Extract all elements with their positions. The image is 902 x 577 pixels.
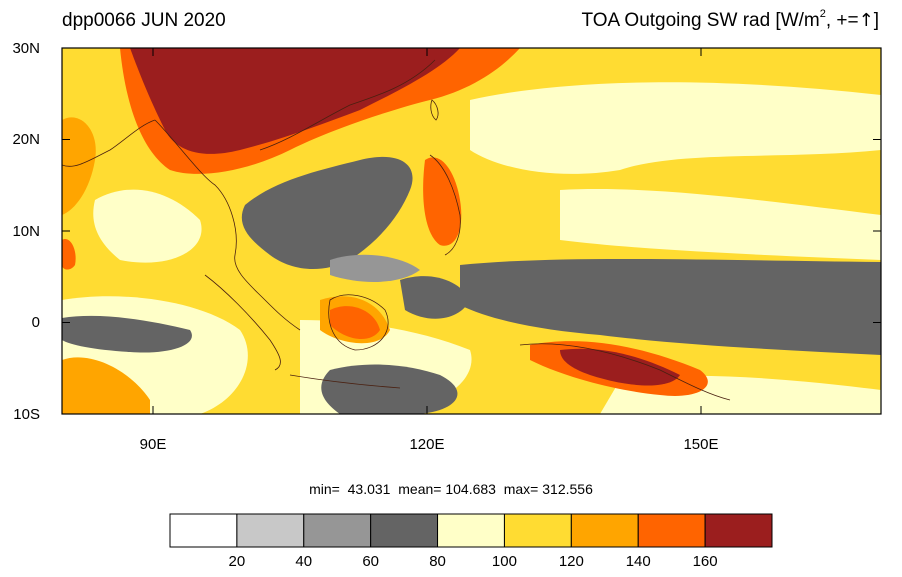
map-field bbox=[62, 48, 881, 414]
map-title: dpp0066 JUN 2020 bbox=[62, 10, 226, 31]
stat-min-label: min= bbox=[309, 481, 340, 497]
colorbar-label: 140 bbox=[625, 553, 651, 570]
lat-label-0: 0 bbox=[31, 314, 40, 331]
colorbar-swatch bbox=[503, 513, 572, 548]
cloud-region-java bbox=[321, 364, 458, 414]
colorbar-swatch bbox=[704, 513, 773, 548]
field-statistics: min= 43.031 mean= 104.683 max= 312.556 bbox=[0, 481, 902, 497]
colorbar-label: 120 bbox=[558, 553, 584, 570]
stat-mean-value: 104.683 bbox=[445, 481, 496, 497]
lon-label-120e: 120E bbox=[409, 436, 445, 453]
coastline-java bbox=[289, 374, 401, 389]
red-orange-region-philippines bbox=[423, 157, 462, 246]
colorbar-label: 40 bbox=[295, 553, 313, 570]
lon-label-90e: 90E bbox=[139, 436, 167, 453]
lat-label-20n: 20N bbox=[12, 131, 40, 148]
colorbar-label: 160 bbox=[692, 553, 718, 570]
cloud-region-indian-ocean bbox=[62, 315, 192, 353]
coastline-taiwan bbox=[430, 99, 439, 121]
dark-red-region-new-guinea bbox=[560, 348, 680, 386]
stat-min-value: 43.031 bbox=[347, 481, 391, 497]
coastline-new-guinea bbox=[519, 343, 731, 401]
coastlines bbox=[62, 59, 731, 401]
orange-region-southeast bbox=[62, 357, 150, 414]
dark-red-region-asia bbox=[130, 48, 460, 154]
cloud-region-itcz bbox=[460, 258, 881, 355]
up-arrow-icon: ↑ bbox=[858, 10, 874, 31]
lat-label-10n: 10N bbox=[12, 223, 40, 240]
light-region-central-pacific bbox=[560, 189, 881, 260]
colorbar-swatch bbox=[303, 513, 372, 548]
unit-exponent: 2 bbox=[819, 8, 826, 20]
colorbar-label: 60 bbox=[362, 553, 379, 570]
variable-title-text: TOA Outgoing SW rad [W/m bbox=[581, 10, 820, 31]
lat-label-30n: 30N bbox=[12, 40, 40, 57]
orange-region-arabian bbox=[62, 117, 96, 215]
coastline-china bbox=[259, 59, 436, 151]
coastline-philippines bbox=[429, 154, 461, 256]
cloud-region-north bbox=[330, 254, 420, 282]
coastline-indochina bbox=[154, 119, 301, 331]
orange-region-sri-lanka bbox=[62, 239, 76, 270]
colorbar-swatch bbox=[570, 513, 639, 548]
lat-label-10s: 10S bbox=[13, 406, 40, 423]
light-region-bay-bengal bbox=[93, 189, 202, 263]
stat-mean-label: mean= bbox=[398, 481, 442, 497]
lon-label-150e: 150E bbox=[683, 436, 719, 453]
axis-ticks bbox=[62, 47, 881, 414]
cloud-region-south-china-sea bbox=[241, 156, 413, 270]
coastline-borneo bbox=[328, 294, 389, 351]
coastline-sumatra bbox=[204, 274, 281, 371]
colorbar-label: 80 bbox=[429, 553, 446, 570]
stat-max-value: 312.556 bbox=[542, 481, 593, 497]
colorbar-swatch bbox=[236, 513, 305, 548]
colorbar-swatch bbox=[437, 513, 505, 548]
colorbar-label: 20 bbox=[228, 553, 246, 570]
red-orange-region-borneo bbox=[330, 306, 380, 340]
colorbar-swatch bbox=[169, 513, 238, 548]
light-region-north-pacific bbox=[470, 82, 881, 174]
colorbar-label: 100 bbox=[491, 553, 517, 570]
variable-title: TOA Outgoing SW rad [W/m2, +=↑] bbox=[581, 8, 879, 32]
colorbar bbox=[169, 513, 773, 548]
stat-max-label: max= bbox=[503, 481, 539, 497]
variable-title-close: ] bbox=[873, 10, 879, 31]
colorbar-swatch bbox=[637, 513, 706, 548]
coastline-india bbox=[62, 119, 156, 167]
cloud-region-sulawesi bbox=[400, 276, 470, 319]
variable-title-suffix: , += bbox=[825, 10, 859, 31]
colorbar-swatch bbox=[370, 513, 439, 548]
